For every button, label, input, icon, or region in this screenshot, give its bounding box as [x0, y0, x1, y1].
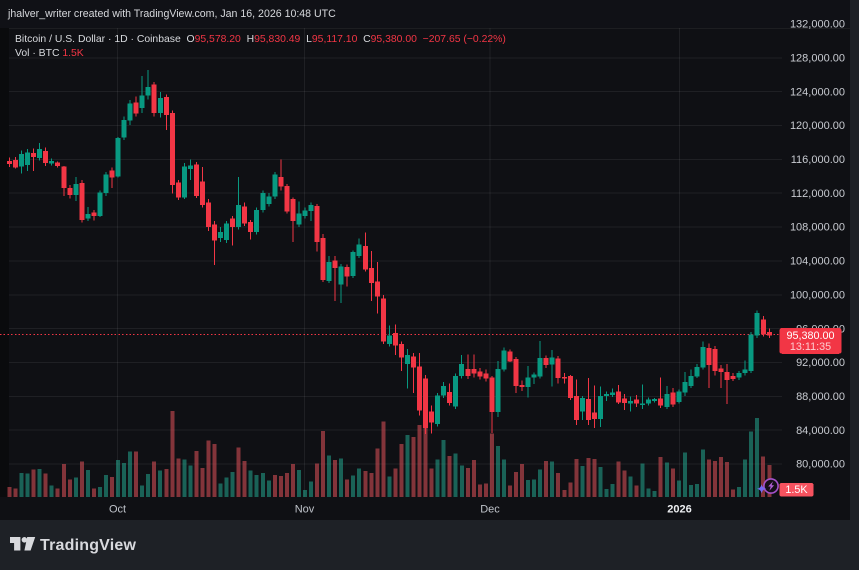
svg-text:124,000.00: 124,000.00	[790, 86, 845, 98]
svg-text:108,000.00: 108,000.00	[790, 222, 845, 234]
svg-text:80,000.00: 80,000.00	[796, 459, 845, 471]
svg-text:92,000.00: 92,000.00	[796, 357, 845, 369]
svg-text:2026: 2026	[667, 504, 691, 516]
svg-text:116,000.00: 116,000.00	[791, 154, 845, 166]
svg-text:120,000.00: 120,000.00	[790, 120, 845, 132]
svg-text:Nov: Nov	[295, 504, 315, 516]
svg-text:104,000.00: 104,000.00	[790, 256, 845, 268]
svg-text:Dec: Dec	[480, 504, 500, 516]
svg-text:13:11:35: 13:11:35	[790, 341, 831, 353]
svg-text:84,000.00: 84,000.00	[796, 425, 845, 437]
svg-text:88,000.00: 88,000.00	[796, 391, 845, 403]
svg-text:112,000.00: 112,000.00	[791, 188, 845, 200]
svg-text:100,000.00: 100,000.00	[790, 289, 845, 301]
svg-text:1.5K: 1.5K	[785, 484, 808, 496]
svg-text:128,000.00: 128,000.00	[790, 53, 845, 65]
svg-text:Oct: Oct	[109, 504, 126, 516]
svg-text:95,380.00: 95,380.00	[786, 330, 834, 342]
svg-text:132,000.00: 132,000.00	[790, 19, 845, 31]
